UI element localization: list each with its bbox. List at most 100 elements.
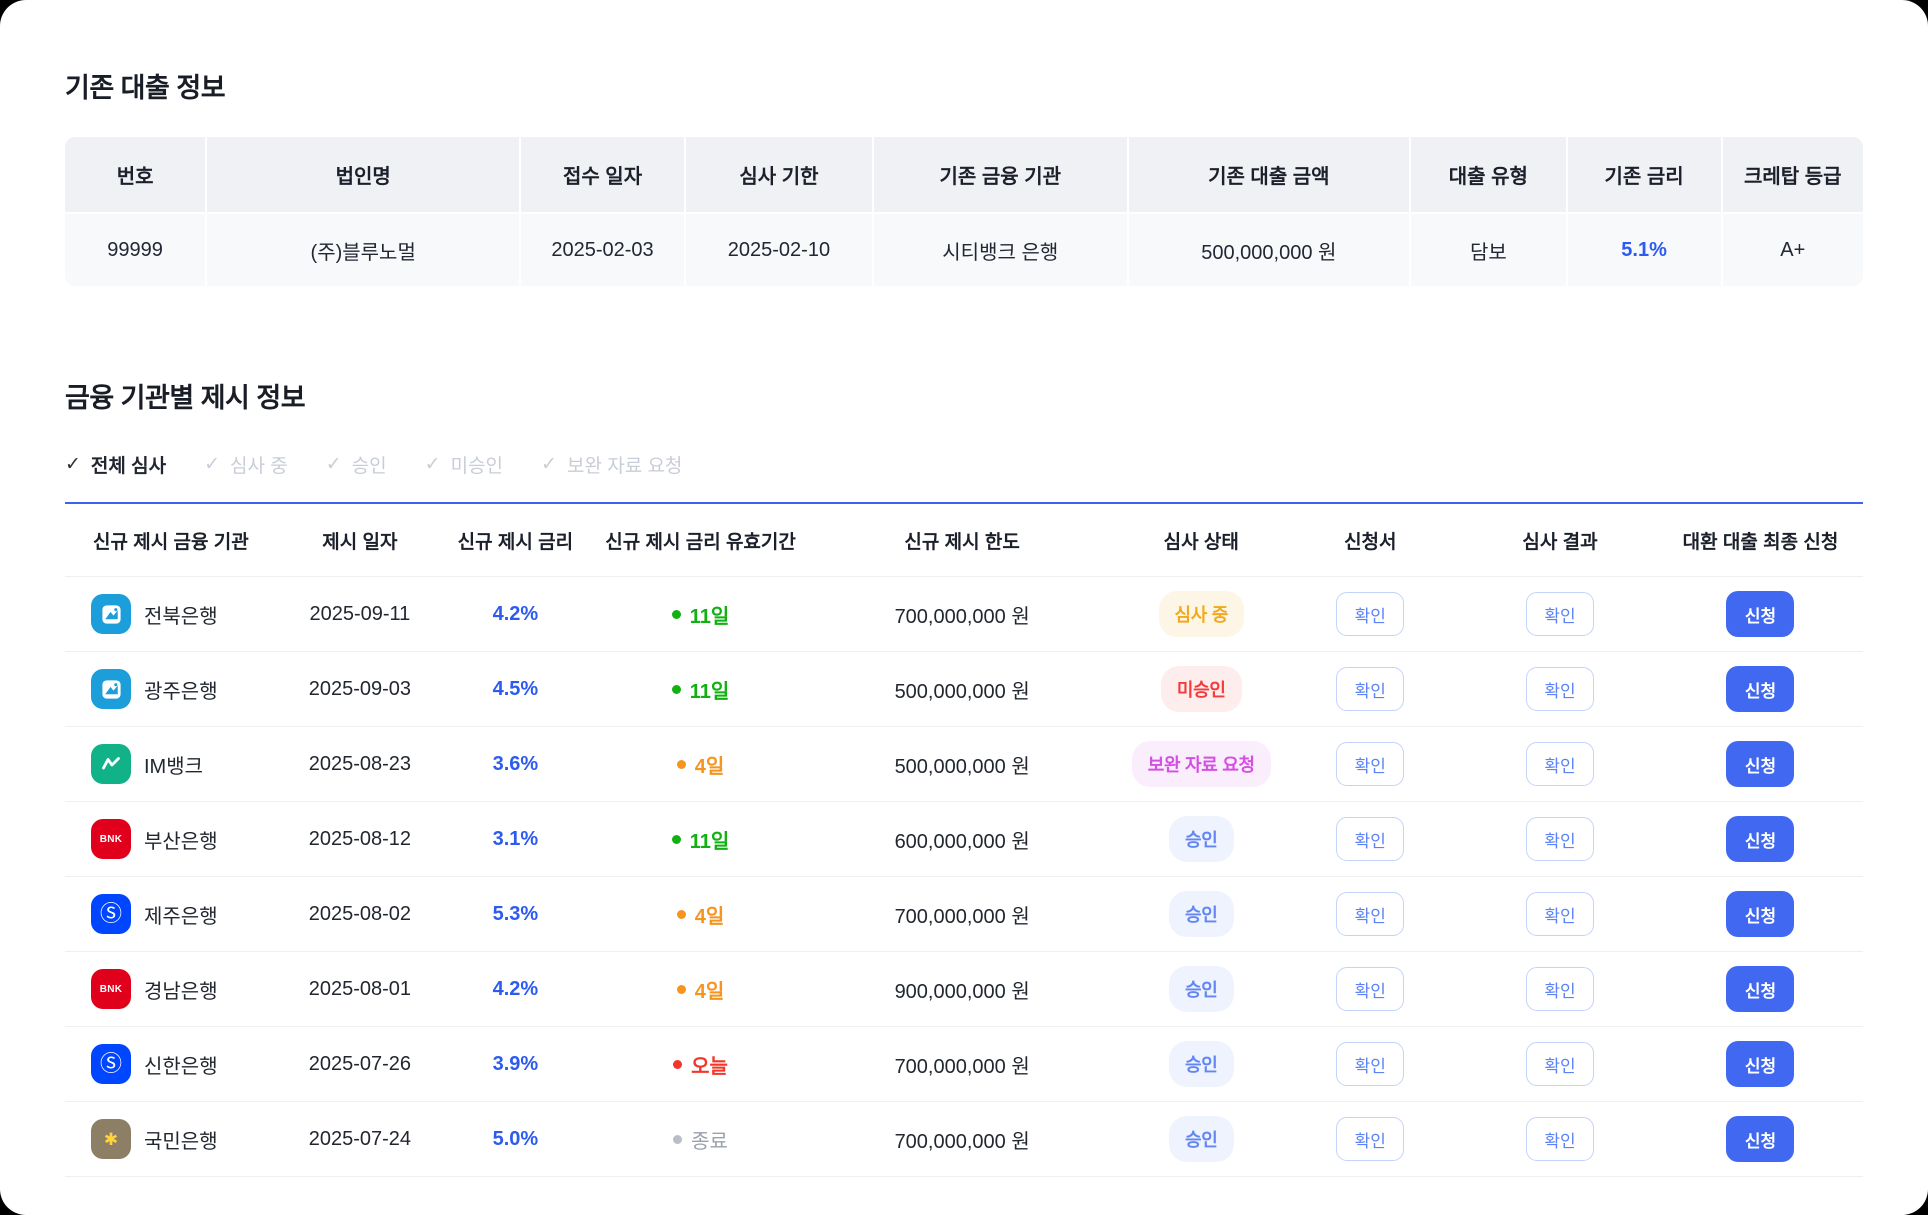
apply-button[interactable]: 신청	[1726, 666, 1794, 712]
confirm-result-button[interactable]: 확인	[1526, 1117, 1594, 1161]
apply-button[interactable]: 신청	[1726, 741, 1794, 787]
filter-option[interactable]: ✓미승인	[425, 451, 503, 478]
apply-button[interactable]: 신청	[1726, 966, 1794, 1012]
confirm-result-button[interactable]: 확인	[1526, 967, 1594, 1011]
apply-button[interactable]: 신청	[1726, 1041, 1794, 1087]
offer-date: 2025-09-03	[290, 678, 430, 701]
bank-name: 경남은행	[144, 975, 218, 1004]
confirm-application-button[interactable]: 확인	[1336, 817, 1404, 861]
validity-dot	[672, 835, 681, 844]
application-cell: 확인	[1279, 667, 1462, 711]
offer-rate: 5.3%	[430, 903, 601, 926]
offer-status: 승인	[1124, 966, 1279, 1012]
offer-row: 전북은행2025-09-114.2%11일700,000,000 원심사 중확인…	[65, 577, 1863, 652]
existing-loan-table: 번호법인명접수 일자심사 기한기존 금융 기관기존 대출 금액대출 유형기존 금…	[65, 137, 1863, 286]
offers-column-header: 신규 제시 금리	[430, 527, 601, 554]
confirm-application-button[interactable]: 확인	[1336, 892, 1404, 936]
review-result-cell: 확인	[1462, 667, 1658, 711]
filter-option[interactable]: ✓보완 자료 요청	[541, 451, 682, 478]
confirm-application-button[interactable]: 확인	[1336, 1117, 1404, 1161]
apply-button[interactable]: 신청	[1726, 891, 1794, 937]
bank-cell: 전북은행	[65, 594, 290, 634]
existing-loan-cell: 시티뱅크 은행	[874, 214, 1127, 286]
confirm-result-button[interactable]: 확인	[1526, 592, 1594, 636]
review-result-cell: 확인	[1462, 892, 1658, 936]
application-cell: 확인	[1279, 592, 1462, 636]
final-apply-cell: 신청	[1658, 816, 1863, 862]
confirm-application-button[interactable]: 확인	[1336, 967, 1404, 1011]
validity-indicator: 4일	[677, 975, 725, 1004]
confirm-result-button[interactable]: 확인	[1526, 892, 1594, 936]
bank-name: 광주은행	[144, 675, 218, 704]
offer-validity: 11일	[601, 675, 801, 704]
offer-limit: 700,000,000 원	[800, 900, 1124, 929]
bank-cell: Ⓢ 제주은행	[65, 894, 290, 934]
validity-indicator: 11일	[672, 675, 730, 704]
confirm-application-button[interactable]: 확인	[1336, 742, 1404, 786]
check-icon: ✓	[425, 453, 441, 476]
offer-limit: 900,000,000 원	[800, 975, 1124, 1004]
confirm-application-button[interactable]: 확인	[1336, 1042, 1404, 1086]
confirm-application-button[interactable]: 확인	[1336, 667, 1404, 711]
offer-validity: 오늘	[601, 1050, 801, 1079]
offer-status: 승인	[1124, 891, 1279, 937]
offer-validity: 4일	[601, 975, 801, 1004]
shinhan-bank-icon: Ⓢ	[91, 894, 131, 934]
bnk-bank-icon: BNK	[91, 819, 131, 859]
bank-name: 제주은행	[144, 900, 218, 929]
confirm-result-button[interactable]: 확인	[1526, 817, 1594, 861]
status-badge: 승인	[1169, 891, 1234, 937]
apply-button[interactable]: 신청	[1726, 816, 1794, 862]
existing-loan-column-header: 번호	[65, 137, 205, 212]
offers-column-header: 신규 제시 한도	[800, 527, 1124, 554]
offer-status-filters: ✓전체 심사✓심사 중✓승인✓미승인✓보완 자료 요청	[65, 451, 1863, 478]
confirm-result-button[interactable]: 확인	[1526, 1042, 1594, 1086]
validity-indicator: 종료	[673, 1125, 728, 1154]
validity-dot	[677, 760, 686, 769]
validity-label: 4일	[695, 900, 725, 929]
review-result-cell: 확인	[1462, 592, 1658, 636]
offer-rate: 4.2%	[430, 603, 601, 626]
offer-status: 보완 자료 요청	[1124, 741, 1279, 787]
existing-loan-section: 기존 대출 정보 번호법인명접수 일자심사 기한기존 금융 기관기존 대출 금액…	[65, 0, 1863, 286]
offer-date: 2025-08-23	[290, 753, 430, 776]
offer-rate: 4.5%	[430, 678, 601, 701]
apply-button[interactable]: 신청	[1726, 591, 1794, 637]
offers-table-header: 신규 제시 금융 기관제시 일자신규 제시 금리신규 제시 금리 유효기간신규 …	[65, 504, 1863, 577]
review-result-cell: 확인	[1462, 1117, 1658, 1161]
existing-loan-column-header: 기존 금융 기관	[874, 137, 1127, 212]
validity-label: 오늘	[691, 1050, 728, 1079]
confirm-result-button[interactable]: 확인	[1526, 742, 1594, 786]
offer-rate: 3.9%	[430, 1053, 601, 1076]
offers-column-header: 심사 상태	[1124, 527, 1279, 554]
confirm-application-button[interactable]: 확인	[1336, 592, 1404, 636]
offer-limit: 500,000,000 원	[800, 750, 1124, 779]
review-result-cell: 확인	[1462, 1042, 1658, 1086]
validity-label: 11일	[690, 675, 730, 704]
offer-date: 2025-07-24	[290, 1128, 430, 1151]
filter-active[interactable]: ✓전체 심사	[65, 451, 166, 478]
confirm-result-button[interactable]: 확인	[1526, 667, 1594, 711]
filter-label: 심사 중	[230, 451, 288, 478]
application-cell: 확인	[1279, 742, 1462, 786]
existing-loan-cell: 99999	[65, 214, 205, 286]
offer-validity: 11일	[601, 600, 801, 629]
kb-bank-icon: ✱	[91, 1119, 131, 1159]
existing-loan-cell: A+	[1723, 214, 1863, 286]
offer-row: 광주은행2025-09-034.5%11일500,000,000 원미승인확인확…	[65, 652, 1863, 727]
offers-table-body: 전북은행2025-09-114.2%11일700,000,000 원심사 중확인…	[65, 577, 1863, 1177]
filter-option[interactable]: ✓승인	[326, 451, 387, 478]
final-apply-cell: 신청	[1658, 591, 1863, 637]
offer-date: 2025-08-01	[290, 978, 430, 1001]
validity-dot	[677, 985, 686, 994]
review-result-cell: 확인	[1462, 967, 1658, 1011]
apply-button[interactable]: 신청	[1726, 1116, 1794, 1162]
offers-section: 금융 기관별 제시 정보 ✓전체 심사✓심사 중✓승인✓미승인✓보완 자료 요청…	[65, 376, 1863, 1177]
bnk-bank-icon: BNK	[91, 969, 131, 1009]
offers-column-header: 대환 대출 최종 신청	[1658, 527, 1863, 554]
validity-indicator: 4일	[677, 900, 725, 929]
validity-indicator: 4일	[677, 750, 725, 779]
offer-limit: 700,000,000 원	[800, 1050, 1124, 1079]
final-apply-cell: 신청	[1658, 741, 1863, 787]
filter-option[interactable]: ✓심사 중	[204, 451, 288, 478]
